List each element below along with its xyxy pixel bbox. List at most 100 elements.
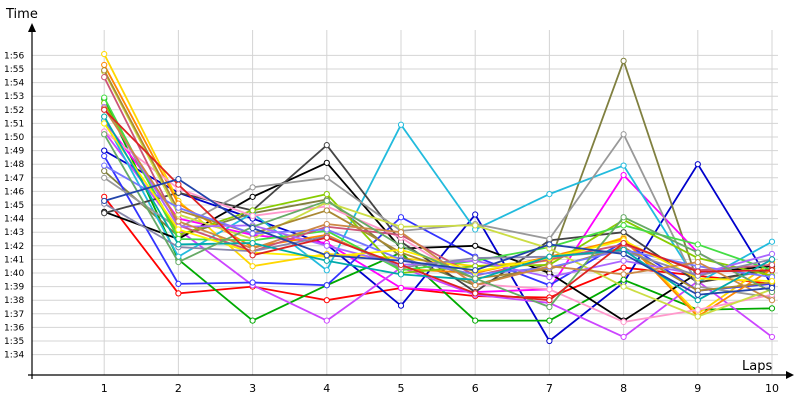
y-tick-label: 1:36 <box>4 323 24 333</box>
data-point <box>175 218 182 225</box>
data-point <box>472 211 479 218</box>
x-axis-arrow-icon <box>786 371 794 379</box>
series-line <box>103 59 773 287</box>
data-point <box>101 131 108 138</box>
data-point <box>546 317 553 324</box>
data-point <box>768 305 776 312</box>
x-tick-label: 2 <box>175 382 182 395</box>
data-point <box>397 242 405 249</box>
data-point <box>323 226 330 233</box>
data-point <box>546 263 553 270</box>
data-point <box>768 261 776 268</box>
data-point <box>472 290 479 297</box>
data-point <box>323 191 330 198</box>
x-tick-label: 7 <box>546 382 553 395</box>
x-tick-label: 6 <box>472 382 479 395</box>
data-point <box>694 291 701 298</box>
data-point <box>620 229 627 236</box>
data-point <box>397 257 405 264</box>
y-axis-title: Time <box>5 7 38 22</box>
data-point <box>546 337 553 345</box>
y-tick-label: 1:49 <box>4 147 24 157</box>
data-point <box>175 204 182 211</box>
series-line <box>103 133 773 299</box>
series-line <box>103 131 773 338</box>
y-tick-label: 1:50 <box>4 133 24 143</box>
y-tick-label: 1:47 <box>4 174 24 184</box>
data-point <box>768 297 776 304</box>
data-point <box>249 207 256 214</box>
data-point <box>768 284 776 292</box>
data-point <box>249 184 256 191</box>
y-tick-label: 1:39 <box>4 283 24 293</box>
data-point <box>546 303 553 311</box>
data-point <box>397 121 405 128</box>
data-point <box>768 250 776 258</box>
data-point <box>249 279 256 286</box>
data-point <box>694 297 701 304</box>
data-point <box>620 271 627 278</box>
data-point <box>249 239 256 247</box>
data-point <box>620 214 627 221</box>
data-point <box>175 176 182 183</box>
data-point <box>472 317 479 324</box>
y-tick-label: 1:46 <box>4 187 24 197</box>
data-point <box>472 242 479 249</box>
data-point <box>620 257 627 264</box>
data-point <box>101 113 108 120</box>
data-point <box>323 220 330 228</box>
data-point <box>323 282 330 289</box>
y-tick-label: 1:42 <box>4 242 24 252</box>
data-point <box>768 238 776 245</box>
series-27 <box>101 106 776 304</box>
data-point <box>620 318 627 326</box>
data-point <box>694 161 701 168</box>
data-point <box>397 271 405 278</box>
data-point <box>694 313 701 320</box>
data-point <box>472 267 479 274</box>
data-point <box>472 275 479 282</box>
x-tick-label: 5 <box>398 382 405 395</box>
data-point <box>175 280 182 287</box>
data-point <box>620 333 627 341</box>
data-point <box>768 278 776 285</box>
data-point <box>101 197 108 205</box>
y-tick-label: 1:51 <box>4 119 24 129</box>
data-point <box>249 212 256 219</box>
data-point <box>101 50 108 58</box>
y-tick-label: 1:37 <box>4 310 24 320</box>
data-point <box>546 241 553 248</box>
data-point <box>175 259 182 266</box>
data-point <box>323 234 330 241</box>
series-line <box>103 109 773 302</box>
data-point <box>323 297 330 304</box>
data-point <box>323 197 330 205</box>
data-point <box>620 131 627 138</box>
data-point <box>397 284 405 292</box>
data-point <box>397 223 405 230</box>
data-point <box>249 252 256 259</box>
data-point <box>249 225 256 232</box>
data-point <box>620 162 627 169</box>
y-tick-label: 1:54 <box>4 79 24 89</box>
data-point <box>472 222 479 229</box>
data-point <box>397 302 405 309</box>
x-tick-label: 1 <box>101 382 108 395</box>
data-point <box>101 210 108 217</box>
data-point <box>768 267 776 274</box>
data-point <box>101 174 108 181</box>
data-point <box>546 191 553 198</box>
data-point <box>249 230 256 237</box>
data-point <box>397 214 405 221</box>
data-point <box>546 286 553 293</box>
y-tick-label: 1:55 <box>4 65 24 75</box>
data-point <box>620 283 627 290</box>
y-tick-label: 1:40 <box>4 269 24 279</box>
data-point <box>323 207 330 214</box>
series-group <box>101 50 776 345</box>
data-point <box>175 241 182 248</box>
data-point <box>101 106 108 113</box>
data-point <box>620 276 627 283</box>
data-point <box>101 94 108 101</box>
